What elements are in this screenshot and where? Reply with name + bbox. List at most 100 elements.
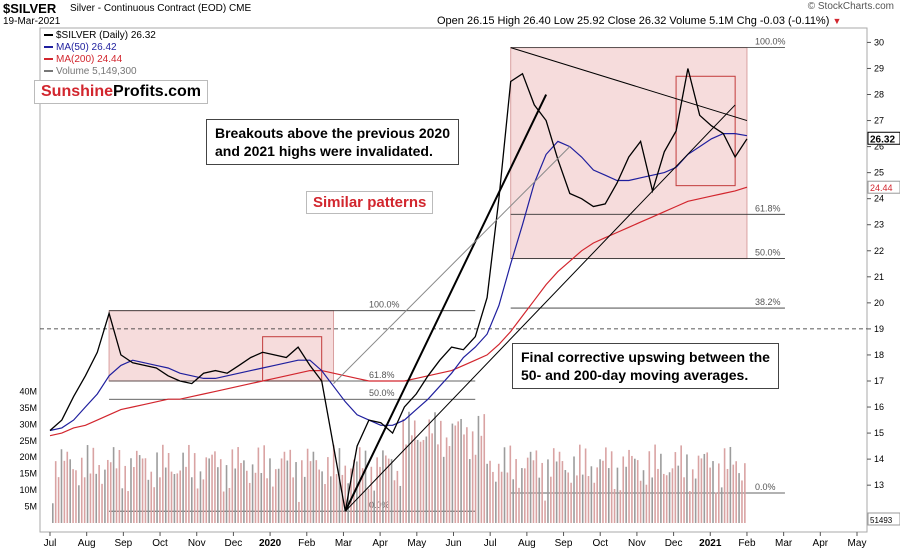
volume-bar xyxy=(225,465,228,523)
volume-bar xyxy=(156,452,158,523)
volume-bar xyxy=(602,460,604,523)
fib-label-2021: 100.0% xyxy=(755,37,786,47)
x-tick-label: Sep xyxy=(114,538,132,549)
fib-label-2021: 50.0% xyxy=(755,248,781,258)
volume-bar xyxy=(179,470,182,523)
annotation-line: and 2021 highs were invalidated. xyxy=(215,143,433,159)
volume-bar xyxy=(665,475,668,523)
volume-bar xyxy=(744,463,746,523)
volume-bar xyxy=(121,488,124,523)
y-axis: 13 14 15 16 17 18 19 20 21 22 23 24 25 26 27 28 29 30 26.3… xyxy=(867,37,900,490)
volume-bar xyxy=(596,467,598,523)
down-arrow-icon: ▼ xyxy=(832,16,842,26)
volume-bar xyxy=(613,488,616,523)
legend-label: $SILVER (Daily) 26.32 xyxy=(56,30,156,41)
volume-bar xyxy=(538,477,541,523)
volume-bar xyxy=(254,472,257,523)
x-tick-label: Jul xyxy=(484,538,497,549)
x-tick-label: Nov xyxy=(628,538,646,549)
y-tick-label: 13 xyxy=(874,480,884,490)
volume-bar xyxy=(509,445,512,523)
volume-bar xyxy=(729,446,732,523)
volume-bar xyxy=(144,458,147,523)
volume-bar xyxy=(607,468,610,523)
volume-bar xyxy=(112,447,115,523)
volume-bar xyxy=(89,473,92,523)
x-tick-label: Oct xyxy=(152,538,168,549)
volume-bar xyxy=(512,479,515,523)
volume-bar xyxy=(677,465,680,523)
volume-bar xyxy=(535,450,538,523)
volume-bar xyxy=(636,460,639,523)
volume-bar xyxy=(619,490,622,523)
volume-bar xyxy=(243,460,245,523)
volume-bar xyxy=(680,445,682,523)
x-tick-label: 2020 xyxy=(259,538,282,549)
y-tick-label: 25 xyxy=(874,168,884,178)
volume-bar xyxy=(515,459,517,523)
volume-bar xyxy=(135,450,138,523)
volume-tick-label: 35M xyxy=(19,403,37,413)
volume-bar xyxy=(651,477,653,523)
volume-bar xyxy=(335,474,338,523)
volume-bar xyxy=(237,447,239,523)
volume-bar xyxy=(703,453,706,523)
volume-bar xyxy=(246,470,248,523)
ohlc-readout: Open 26.15 High 26.40 Low 25.92 Close 26… xyxy=(437,15,841,27)
y-tick-label: 21 xyxy=(874,272,884,282)
volume-bar xyxy=(622,456,625,523)
volume-bar xyxy=(234,468,237,523)
y-tick-label: 24 xyxy=(874,194,884,204)
volume-bar xyxy=(590,466,593,523)
x-tick-label: Jul xyxy=(44,538,57,549)
volume-bar xyxy=(396,470,399,523)
volume-bar xyxy=(283,451,286,523)
volume-bar xyxy=(573,456,575,523)
fib-label-2020: 61.8% xyxy=(369,370,395,380)
price-layer xyxy=(49,68,748,512)
volume-bar xyxy=(188,444,190,523)
volume-bar xyxy=(75,470,77,523)
volume-bar xyxy=(321,471,323,523)
volume-bar xyxy=(390,459,393,523)
volume-bar xyxy=(660,453,662,523)
volume-bar xyxy=(735,461,737,523)
volume-bar xyxy=(289,449,292,523)
trend-line-steep xyxy=(344,94,548,512)
volume-bar xyxy=(492,471,494,523)
ma200-line xyxy=(49,186,748,437)
volume-bar xyxy=(454,425,457,523)
legend-label: MA(50) 26.42 xyxy=(56,42,117,53)
volume-bar xyxy=(723,448,726,523)
volume-bars-icon xyxy=(44,70,53,73)
volume-tick-label: 30M xyxy=(19,419,37,429)
volume-bar xyxy=(205,457,208,523)
volume-bar xyxy=(561,461,564,523)
volume-bar xyxy=(497,463,500,523)
volume-bar xyxy=(526,457,529,523)
volume-bar xyxy=(107,459,109,523)
volume-bar xyxy=(668,472,671,523)
legend-entry: $SILVER (Daily) 26.32 xyxy=(44,30,156,42)
volume-bar xyxy=(196,488,199,523)
volume-bar xyxy=(642,470,645,523)
volume-bar xyxy=(712,461,714,523)
y-tick-label: 23 xyxy=(874,220,884,230)
volume-bar xyxy=(503,447,506,523)
volume-bar xyxy=(616,467,619,523)
y-tick-label: 28 xyxy=(874,90,884,100)
x-tick-label: Nov xyxy=(188,538,206,549)
volume-bar xyxy=(686,454,688,523)
x-tick-label: Apr xyxy=(813,538,829,549)
volume-bar xyxy=(422,439,425,523)
fib-label-2020: 0.0% xyxy=(369,500,390,510)
volume-bar xyxy=(634,458,636,523)
volume-bar xyxy=(709,467,711,523)
volume-bar xyxy=(280,458,283,523)
volume-bar xyxy=(277,468,280,523)
legend: $SILVER (Daily) 26.32 MA(50) 26.42 MA(200)… xyxy=(44,30,156,78)
volume-bar xyxy=(118,450,121,523)
volume-bar xyxy=(741,480,743,523)
volume-bar xyxy=(567,472,570,523)
volume-bar xyxy=(639,480,642,523)
